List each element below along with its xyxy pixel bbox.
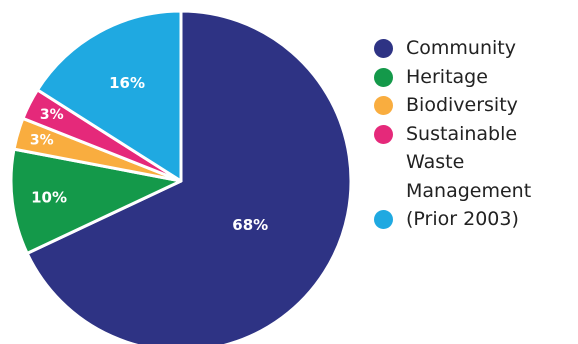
legend-label-heritage: Heritage: [406, 65, 488, 88]
pie-chart: 68% 10% 3% 3% 16%: [9, 9, 353, 344]
pie-label-heritage: 10%: [31, 189, 67, 207]
pie-slice-labels: 68% 10% 3% 3% 16%: [30, 74, 268, 234]
legend-label-community: Community: [406, 37, 516, 59]
legend-swatch-prior-2003: [374, 210, 393, 229]
legend-item-prior-2003: [374, 205, 574, 229]
pie-slice-heritage: [9, 147, 183, 255]
pie-slice-community: [25, 9, 353, 344]
pie-label-prior-2003: 16%: [109, 74, 145, 92]
legend-swatch-community: [374, 39, 393, 58]
pie-slices: [9, 9, 353, 344]
pie-label-community: 68%: [232, 216, 268, 234]
pie-label-sustainable-waste: 3%: [40, 107, 64, 123]
legend-item-community: Community: [374, 34, 574, 63]
legend-swatch-biodiversity: [374, 96, 393, 115]
legend-item-sustainable-waste: Sustainable Waste Management (Prior 2003…: [374, 120, 574, 234]
legend-swatch-sustainable-waste: [374, 124, 393, 144]
chart-legend: Community Heritage Biodiversity Sustaina…: [374, 34, 574, 230]
legend-item-heritage: Heritage: [374, 63, 574, 92]
pie-slice-prior-2003: [35, 9, 183, 183]
legend-label-sustainable-waste: Sustainable Waste Management (Prior 2003…: [406, 122, 532, 231]
legend-label-biodiversity: Biodiversity: [406, 94, 518, 116]
legend-swatch-heritage: [374, 67, 393, 87]
legend-item-biodiversity: Biodiversity: [374, 91, 574, 120]
pie-label-biodiversity: 3%: [30, 133, 54, 149]
